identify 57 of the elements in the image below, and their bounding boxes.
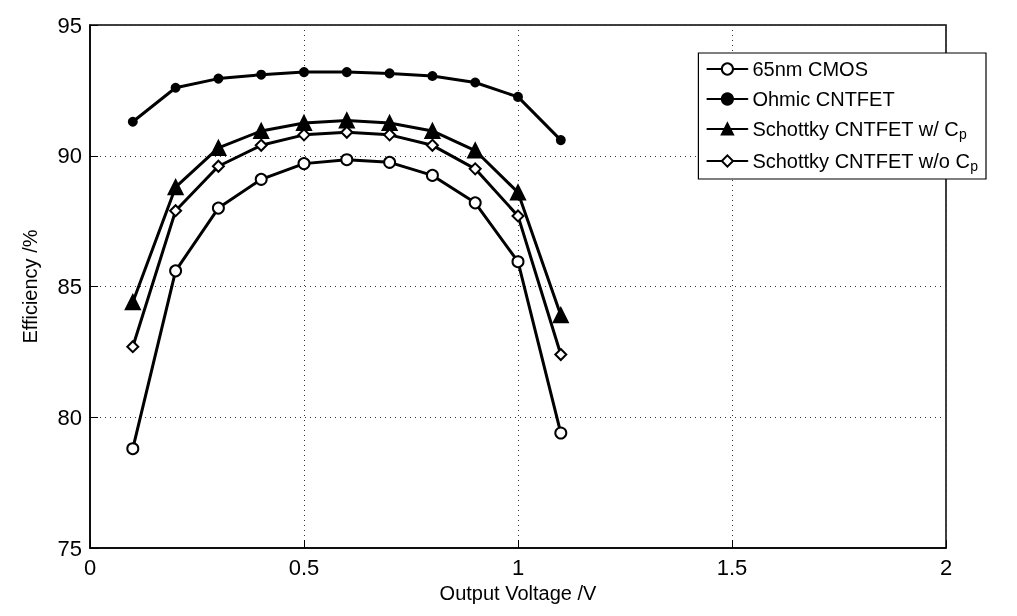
point <box>468 196 482 210</box>
point <box>424 122 441 139</box>
point <box>297 157 311 171</box>
point <box>468 162 482 176</box>
point <box>211 159 225 173</box>
point <box>254 138 268 152</box>
point <box>513 91 523 102</box>
point <box>554 348 568 362</box>
point <box>256 69 267 80</box>
point <box>297 128 311 142</box>
x-tick-label: 0 <box>83 554 97 580</box>
point <box>170 82 181 93</box>
point <box>341 67 352 78</box>
x-tick-label: 1 <box>511 554 525 580</box>
point <box>511 255 525 269</box>
point <box>127 116 138 127</box>
point <box>126 340 140 354</box>
legend-label: Ohmic CNTFET <box>752 88 895 110</box>
point <box>211 201 225 215</box>
point <box>470 77 481 88</box>
point <box>169 204 183 218</box>
point <box>554 426 568 440</box>
y-tick-label: 75 <box>57 535 82 561</box>
y-tick-label: 85 <box>57 274 82 300</box>
point <box>340 153 354 167</box>
point <box>381 115 398 132</box>
point <box>169 264 183 278</box>
point <box>555 135 566 146</box>
x-tick-label: 0.5 <box>288 554 320 580</box>
point <box>338 112 355 129</box>
point <box>210 139 227 156</box>
point <box>511 209 525 223</box>
legend-label: 65nm CMOS <box>752 58 868 80</box>
point <box>383 128 397 142</box>
point <box>425 138 439 152</box>
point <box>253 122 270 139</box>
point <box>552 307 569 324</box>
y-tick-label: 80 <box>57 404 82 430</box>
point <box>296 115 312 132</box>
point <box>427 71 438 81</box>
x-tick-label: 1.5 <box>716 554 748 580</box>
x-tick-label: 2 <box>939 554 953 580</box>
point <box>467 142 484 159</box>
point <box>384 68 395 79</box>
point <box>299 67 309 78</box>
point <box>124 294 141 311</box>
point <box>383 155 397 169</box>
point <box>126 442 140 456</box>
x-axis-title: Output Voltage /V <box>439 582 598 604</box>
y-tick-label: 90 <box>57 143 82 169</box>
y-tick-label: 95 <box>57 12 82 38</box>
point <box>510 184 526 201</box>
point <box>254 172 268 186</box>
y-axis-title: Efficiency /% <box>19 229 41 344</box>
point <box>425 168 439 182</box>
point <box>213 73 224 84</box>
point <box>167 179 184 196</box>
